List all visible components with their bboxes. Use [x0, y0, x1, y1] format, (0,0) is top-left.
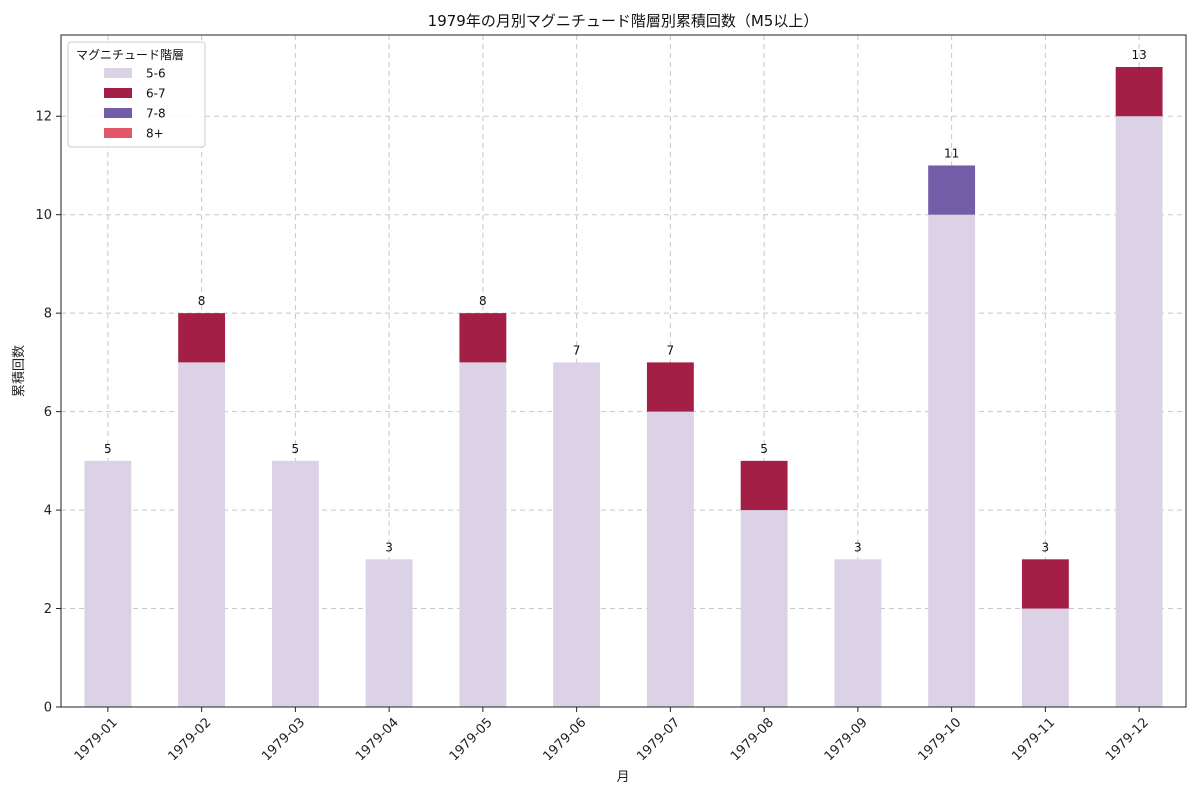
bar-total-label: 5: [104, 442, 112, 456]
bar-segment-5-6: [459, 362, 507, 707]
x-tick-label: 1979-04: [353, 715, 402, 764]
y-tick-label: 10: [35, 208, 52, 223]
y-tick-label: 6: [44, 405, 52, 420]
x-tick-label: 1979-12: [1103, 715, 1152, 764]
legend-box: [67, 41, 206, 148]
y-tick-label: 0: [44, 701, 52, 716]
legend-title: マグニチュード階層: [76, 47, 184, 62]
bar-segment-5-6: [178, 362, 226, 707]
legend-label: 5-6: [146, 67, 166, 81]
plot-frame: [60, 34, 1187, 708]
bar-segment-6-7: [1021, 559, 1069, 609]
x-tick-label: 1979-06: [540, 715, 589, 764]
legend-label: 8+: [146, 127, 164, 141]
bar-segment-5-6: [740, 510, 788, 707]
bar-total-label: 8: [479, 294, 487, 308]
bar-segment-5-6: [553, 362, 601, 707]
bar-total-label: 11: [944, 146, 959, 160]
legend-swatch-5-6: [104, 68, 132, 78]
bar-total-label: 5: [760, 442, 768, 456]
bar-total-label: 13: [1131, 48, 1146, 62]
bar-segment-5-6: [365, 559, 413, 707]
bar-segment-5-6: [1021, 608, 1069, 707]
x-tick-label: 1979-08: [728, 715, 777, 764]
bar-segment-5-6: [84, 460, 132, 707]
bar-total-label: 7: [573, 343, 581, 357]
bar-total-label: 3: [385, 540, 393, 554]
grid-layer: [61, 35, 1186, 708]
bar-segment-5-6: [928, 214, 976, 707]
bar-segment-6-7: [178, 313, 226, 363]
bar-segment-6-7: [459, 313, 507, 363]
bar-total-label: 3: [854, 540, 862, 554]
bar-segment-5-6: [646, 411, 694, 707]
x-axis-label: 月: [616, 770, 629, 785]
legend-label: 6-7: [146, 87, 166, 101]
x-tick-label: 1979-09: [822, 715, 871, 764]
legend-swatch-8+: [104, 128, 132, 138]
bar-segment-5-6: [834, 559, 882, 707]
y-axis-label: 累積回数: [12, 345, 27, 397]
y-tick-label: 2: [44, 602, 52, 617]
bar-segment-6-7: [646, 362, 694, 412]
bar-segment-7-8: [928, 165, 976, 215]
y-tick-label: 12: [35, 110, 52, 125]
bar-total-label: 3: [1042, 540, 1050, 554]
bar-segment-5-6: [1115, 116, 1163, 707]
x-tick-label: 1979-03: [259, 715, 308, 764]
bar-segment-5-6: [271, 460, 319, 707]
x-tick-label: 1979-02: [165, 715, 214, 764]
y-tick-label: 8: [44, 307, 52, 322]
chart-title: 1979年の月別マグニチュード階層別累積回数（M5以上）: [428, 12, 819, 30]
label-layer: 5 8 5 3 8 7 7 5 3 11 3 13: [104, 48, 1147, 554]
bar-total-label: 5: [292, 442, 300, 456]
bar-total-label: 8: [198, 294, 206, 308]
legend-swatch-7-8: [104, 108, 132, 118]
x-tick-label: 1979-11: [1009, 715, 1058, 764]
y-tick-label: 4: [44, 504, 52, 519]
bar-layer: [84, 67, 1163, 707]
bar-segment-6-7: [1115, 67, 1163, 117]
x-tick-label: 1979-05: [447, 715, 496, 764]
x-tick-label: 1979-07: [634, 715, 683, 764]
bar-total-label: 7: [667, 343, 675, 357]
x-tick-label: 1979-01: [72, 715, 121, 764]
legend-items: 5-6 6-7 7-8 8+: [104, 67, 166, 141]
x-tick-label: 1979-10: [915, 715, 964, 764]
bar-segment-6-7: [740, 460, 788, 511]
legend-swatch-6-7: [104, 88, 132, 98]
legend-label: 7-8: [146, 107, 166, 121]
legend: マグニチュード階層 5-6 6-7 7-8 8+: [67, 41, 206, 148]
